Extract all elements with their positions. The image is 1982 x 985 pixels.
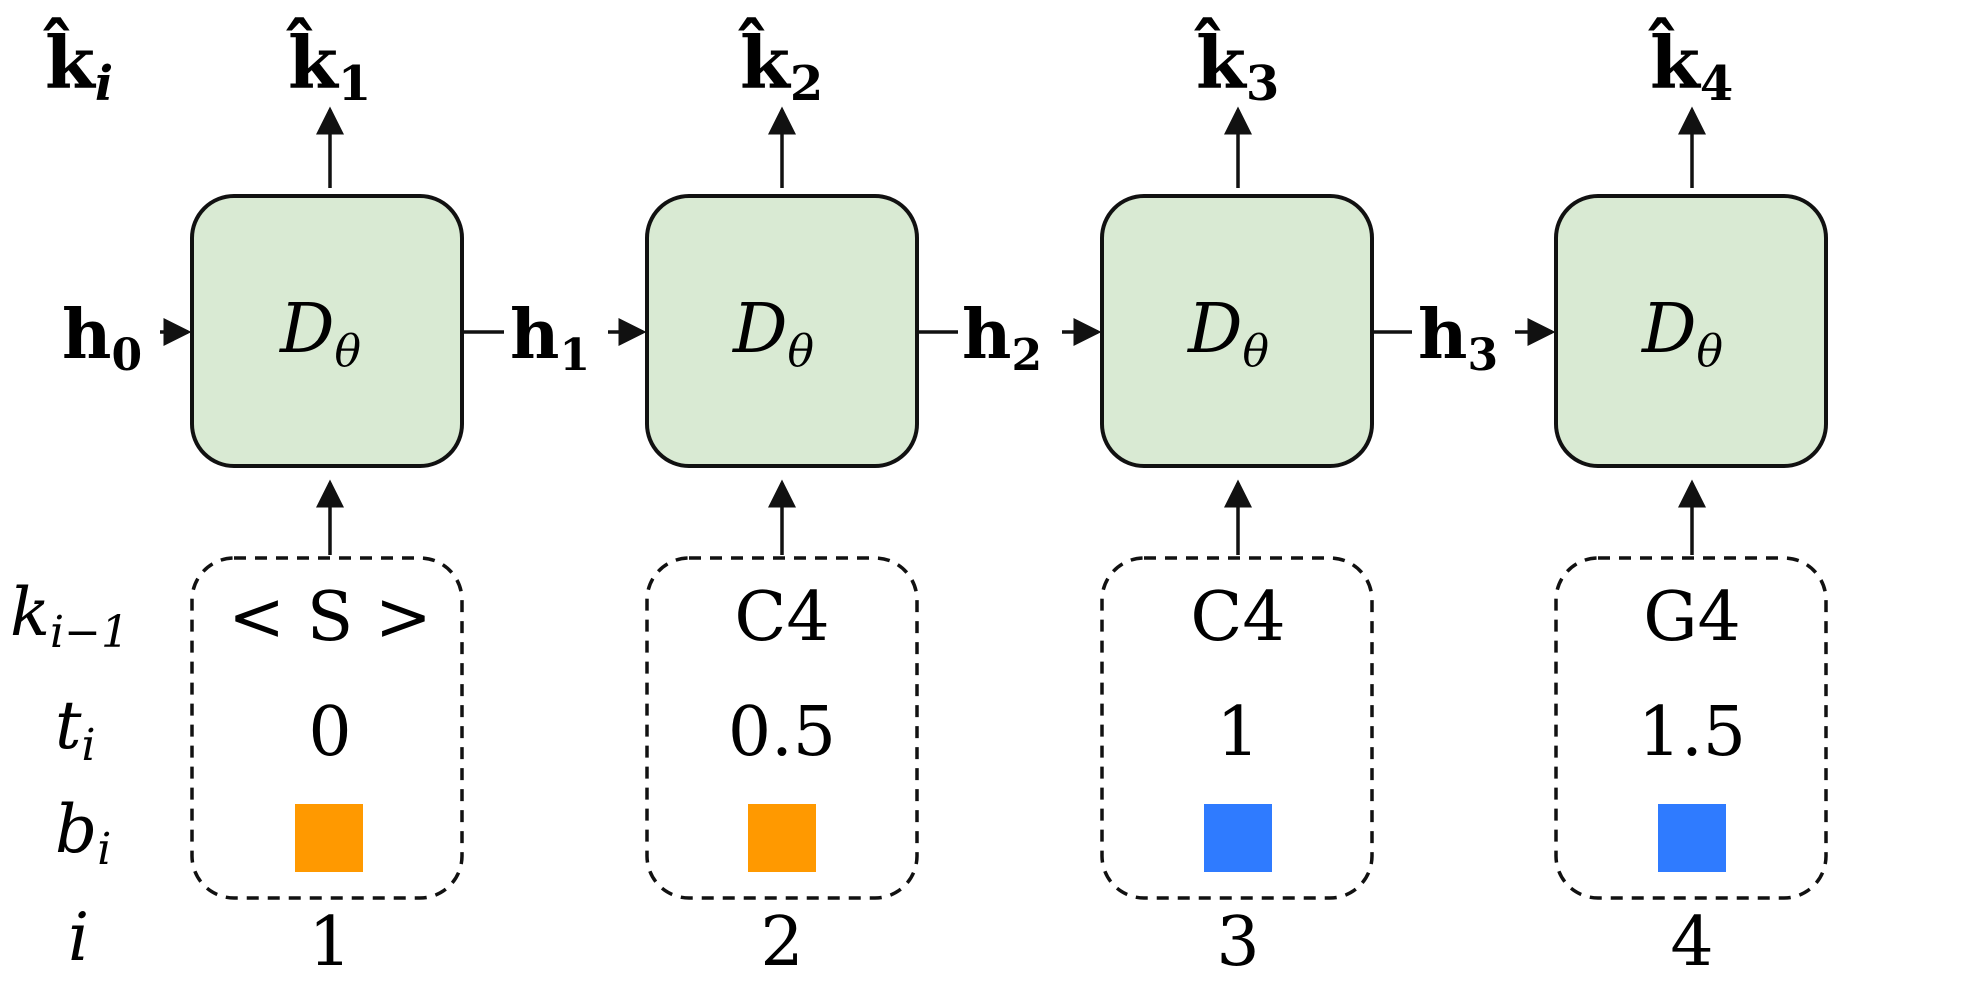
row-label-beat: bi — [55, 791, 111, 875]
output-label: k̂4 — [1647, 16, 1733, 112]
hidden-state-1: h1 — [510, 295, 590, 381]
time-value: 1 — [1216, 693, 1259, 772]
row-label-output: k̂i — [42, 16, 113, 112]
output-label: k̂1 — [285, 16, 371, 112]
step-3: k̂3 Dθ C4 1 3 — [1100, 16, 1374, 982]
input-box — [645, 556, 919, 900]
index-value: 3 — [1216, 903, 1259, 982]
input-box — [190, 556, 464, 900]
key-value: C4 — [734, 578, 829, 657]
index-value: 1 — [308, 903, 351, 982]
decoder-box — [1100, 194, 1374, 468]
time-value: 0 — [308, 693, 351, 772]
decoder-label: Dθ — [1186, 290, 1269, 377]
hidden-state-2: h2 — [962, 295, 1042, 381]
decoder-label: Dθ — [1640, 290, 1723, 377]
time-value: 1.5 — [1638, 693, 1746, 772]
input-box — [1554, 556, 1828, 900]
beat-square — [295, 804, 363, 872]
step-2: k̂2 Dθ C4 0.5 2 — [645, 16, 919, 982]
key-value: G4 — [1643, 578, 1741, 657]
decoder-box — [190, 194, 464, 468]
decoder-label: Dθ — [278, 290, 361, 377]
row-label-index: i — [68, 899, 89, 976]
decoder-box — [645, 194, 919, 468]
key-value: C4 — [1190, 578, 1285, 657]
beat-square — [1204, 804, 1272, 872]
hidden-state-3: h3 — [1418, 295, 1498, 381]
key-value: < S > — [228, 578, 432, 657]
row-label-time: ti — [55, 687, 96, 771]
output-label: k̂3 — [1193, 16, 1279, 112]
beat-square — [1658, 804, 1726, 872]
decoder-label: Dθ — [731, 290, 814, 377]
index-value: 4 — [1670, 903, 1713, 982]
beat-square — [748, 804, 816, 872]
decoder-box — [1554, 194, 1828, 468]
time-value: 0.5 — [728, 693, 836, 772]
step-4: k̂4 Dθ G4 1.5 4 — [1554, 16, 1828, 982]
row-label-key: ki−1 — [10, 574, 129, 658]
index-value: 2 — [760, 903, 803, 982]
output-label: k̂2 — [737, 16, 823, 112]
step-1: k̂1 Dθ < S > 0 1 — [190, 16, 464, 982]
input-box — [1100, 556, 1374, 900]
hidden-state-0: h0 — [62, 295, 142, 381]
